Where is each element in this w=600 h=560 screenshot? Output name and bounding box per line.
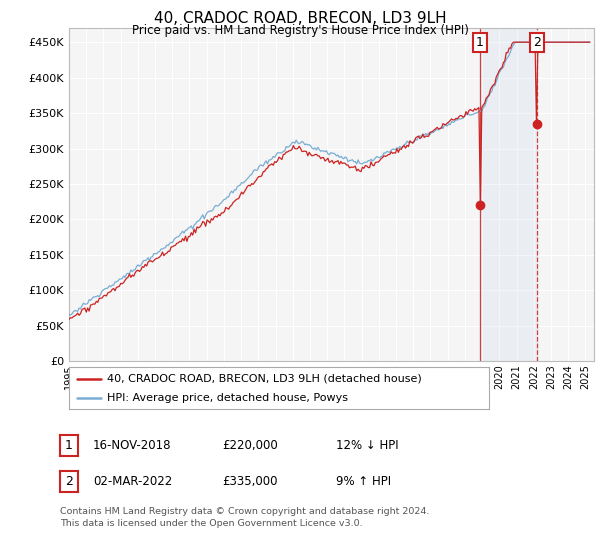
Text: 1: 1 bbox=[65, 438, 73, 452]
Text: Contains HM Land Registry data © Crown copyright and database right 2024.
This d: Contains HM Land Registry data © Crown c… bbox=[60, 507, 430, 528]
Text: 16-NOV-2018: 16-NOV-2018 bbox=[93, 438, 172, 452]
Text: 2: 2 bbox=[65, 475, 73, 488]
Text: 1: 1 bbox=[476, 36, 484, 49]
Text: 02-MAR-2022: 02-MAR-2022 bbox=[93, 475, 172, 488]
Text: 9% ↑ HPI: 9% ↑ HPI bbox=[336, 475, 391, 488]
Text: HPI: Average price, detached house, Powys: HPI: Average price, detached house, Powy… bbox=[107, 393, 348, 403]
Text: £220,000: £220,000 bbox=[222, 438, 278, 452]
Text: £335,000: £335,000 bbox=[222, 475, 277, 488]
Text: Price paid vs. HM Land Registry's House Price Index (HPI): Price paid vs. HM Land Registry's House … bbox=[131, 24, 469, 36]
Text: 40, CRADOC ROAD, BRECON, LD3 9LH: 40, CRADOC ROAD, BRECON, LD3 9LH bbox=[154, 11, 446, 26]
Text: 2: 2 bbox=[533, 36, 541, 49]
Bar bbox=[480, 28, 536, 361]
Text: 40, CRADOC ROAD, BRECON, LD3 9LH (detached house): 40, CRADOC ROAD, BRECON, LD3 9LH (detach… bbox=[107, 374, 422, 384]
Text: 12% ↓ HPI: 12% ↓ HPI bbox=[336, 438, 398, 452]
